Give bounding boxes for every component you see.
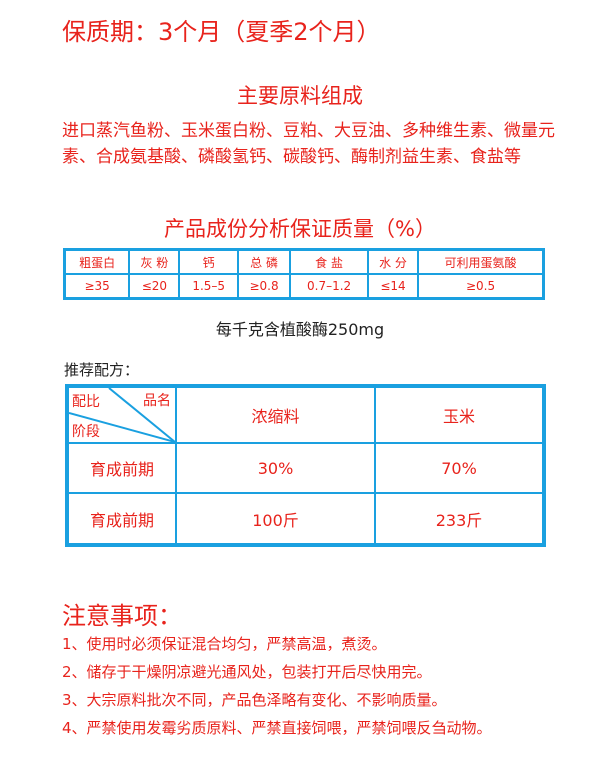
table-row: 育成前期 30% 70% — [66, 442, 545, 494]
header-cell: 灰 粉 — [128, 248, 181, 275]
diagonal-lines — [69, 388, 175, 442]
table-row: 粗蛋白灰 粉钙总 磷食 盐水 分可利用蛋氨酸 — [63, 248, 545, 275]
notice-item: 4、严禁使用发霉劣质原料、严禁直接饲喂，严禁饲喂反刍动物。 — [62, 719, 492, 737]
value-cell: 233斤 — [374, 492, 545, 546]
recipe-table: 配比 品名 阶段 浓缩料 玉米 育成前期 30% 70% 育成前期 100斤 2… — [65, 384, 546, 547]
header-cell: 粗蛋白 — [63, 248, 131, 275]
table-row: 育成前期 100斤 233斤 — [66, 492, 545, 546]
phytase-note: 每千克含植酸酶250mg — [215, 320, 385, 339]
ingredients-title: 主要原料组成 — [237, 84, 363, 108]
header-cell: 可利用蛋氨酸 — [417, 248, 545, 275]
notice-item: 1、使用时必须保证混合均匀，严禁高温，煮烫。 — [62, 635, 387, 653]
value-cell: ≥35 — [63, 273, 131, 300]
header-cell: 总 磷 — [236, 248, 292, 275]
value-cell: ≤14 — [366, 273, 420, 300]
recipe-title: 推荐配方： — [64, 361, 140, 379]
header-cell: 钙 — [178, 248, 239, 275]
stage-cell: 育成前期 — [66, 492, 177, 546]
shelf-life: 保质期：3个月（夏季2个月） — [62, 18, 381, 46]
corner-top-right: 品名 — [143, 393, 171, 409]
notice-item: 2、储存于干燥阴凉避光通风处，包装打开后尽快用完。 — [62, 663, 432, 681]
value-cell: ≥0.8 — [236, 273, 292, 300]
corner-cell: 配比 品名 阶段 — [66, 385, 177, 444]
table-row: ≥35 ≤20 1.5–5 ≥0.8 0.7–1.2 ≤14 ≥0.5 — [63, 273, 545, 300]
header-cell: 水 分 — [366, 248, 420, 275]
notice-title: 注意事项： — [62, 602, 182, 630]
value-cell: ≤20 — [128, 273, 181, 300]
ingredients-text: 进口蒸汽鱼粉、玉米蛋白粉、豆粕、大豆油、多种维生素、微量元素、合成氨基酸、磷酸氢… — [62, 121, 555, 167]
corner-bottom: 阶段 — [72, 424, 100, 440]
stage-cell: 育成前期 — [66, 442, 177, 494]
notice-item: 3、大宗原料批次不同，产品色泽略有变化、不影响质量。 — [62, 691, 447, 709]
header-cell: 食 盐 — [289, 248, 369, 275]
header-cell: 玉米 — [374, 385, 545, 444]
corner-top-left: 配比 — [72, 394, 100, 410]
value-cell: 0.7–1.2 — [289, 273, 369, 300]
value-cell: ≥0.5 — [417, 273, 545, 300]
analysis-title: 产品成份分析保证质量（%） — [164, 217, 436, 241]
value-cell: 70% — [374, 442, 545, 494]
value-cell: 1.5–5 — [178, 273, 239, 300]
header-cell: 浓缩料 — [175, 385, 376, 444]
value-cell: 30% — [175, 442, 376, 494]
table-row: 配比 品名 阶段 浓缩料 玉米 — [66, 385, 545, 444]
analysis-table: 粗蛋白灰 粉钙总 磷食 盐水 分可利用蛋氨酸 ≥35 ≤20 1.5–5 ≥0.8 0.… — [63, 248, 545, 300]
value-cell: 100斤 — [175, 492, 376, 546]
